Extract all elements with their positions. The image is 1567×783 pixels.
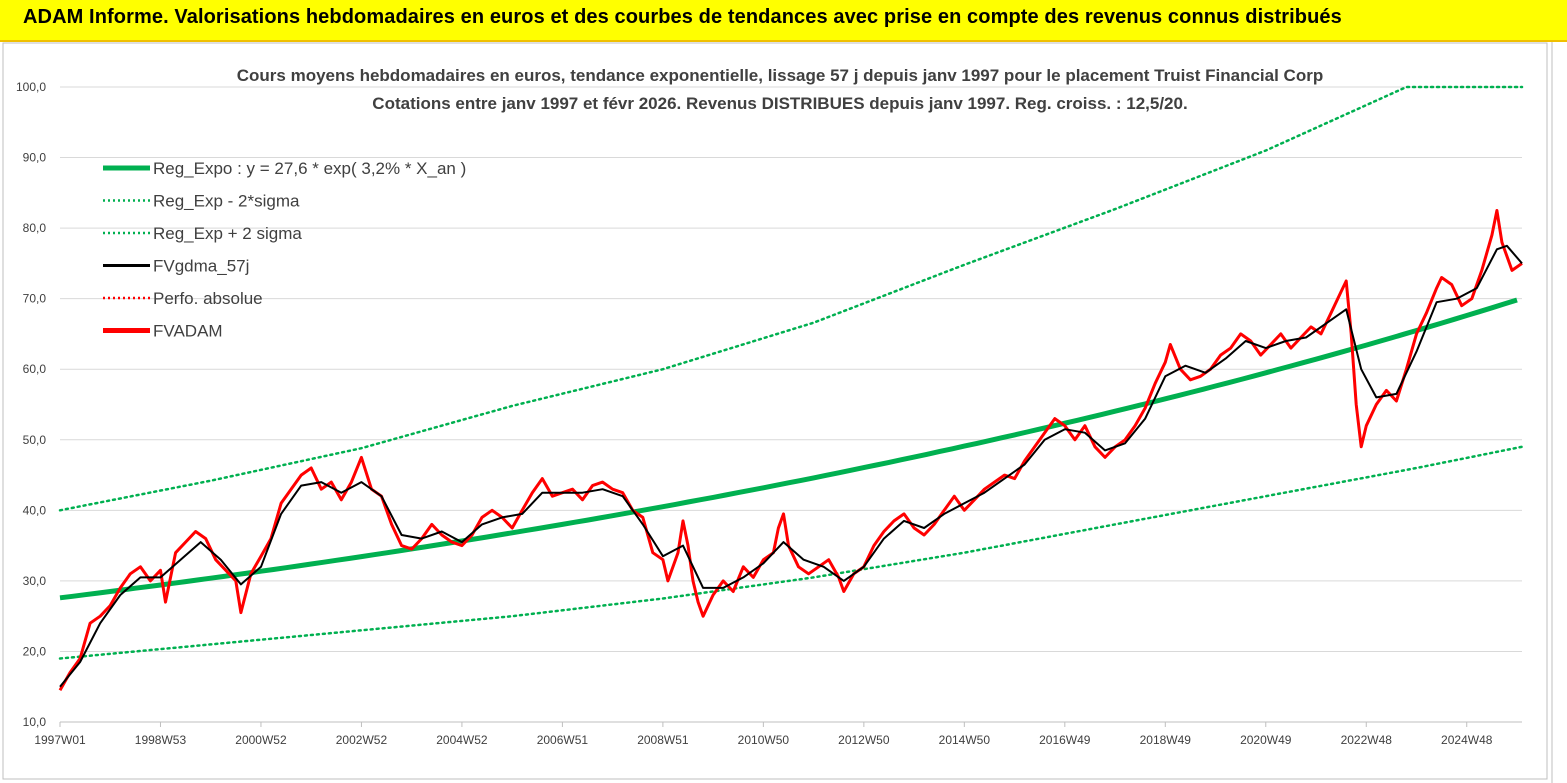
y-tick-label: 40,0 xyxy=(23,503,47,517)
y-tick-label: 60,0 xyxy=(23,362,47,376)
x-tick-label: 1998W53 xyxy=(135,733,187,747)
x-tick-label: 2002W52 xyxy=(336,733,388,747)
trend-chart: 10,0 20,0 30,0 40,0 50,0 60,0 70,0 80,0 90,0 100,… xyxy=(0,42,1567,783)
grid-lines xyxy=(60,86,1522,723)
title-banner: ADAM Informe. Valorisations hebdomadaire… xyxy=(0,0,1567,42)
y-tick-label: 100,0 xyxy=(16,80,46,94)
y-tick-label: 30,0 xyxy=(23,574,47,588)
x-tick-label: 2010W50 xyxy=(738,733,790,747)
x-tick-label: 2022W48 xyxy=(1341,733,1393,747)
legend: Reg_Expo : y = 27,6 * exp( 3,2% * X_an )… xyxy=(103,159,466,341)
y-tick-label: 80,0 xyxy=(23,221,47,235)
banner-title: ADAM Informe. Valorisations hebdomadaire… xyxy=(23,6,1342,28)
x-tick-label: 1997W01 xyxy=(34,733,86,747)
regression-line xyxy=(59,297,1518,601)
x-tick-label: 2014W50 xyxy=(939,733,991,747)
lower-band-line xyxy=(58,445,1524,660)
legend-label: Reg_Exp + 2 sigma xyxy=(153,224,302,243)
y-axis-ticks: 10,0 20,0 30,0 40,0 50,0 60,0 70,0 80,0 90,0 100,… xyxy=(16,80,46,729)
y-tick-label: 90,0 xyxy=(23,151,47,165)
legend-label: Reg_Expo : y = 27,6 * exp( 3,2% * X_an ) xyxy=(153,159,466,178)
legend-label: Reg_Exp - 2*sigma xyxy=(153,192,300,211)
chart-border xyxy=(2,42,1548,780)
fvgdma-line xyxy=(59,244,1523,688)
x-tick-label: 2004W52 xyxy=(436,733,488,747)
x-tick-label: 2018W49 xyxy=(1140,733,1192,747)
legend-label: FVgdma_57j xyxy=(153,257,249,276)
series-layer xyxy=(58,85,1524,692)
legend-label: Perfo. absolue xyxy=(153,289,263,308)
x-tick-label: 2020W49 xyxy=(1240,733,1292,747)
y-tick-label: 50,0 xyxy=(23,433,47,447)
x-axis-ticks: 1997W01 1998W53 2000W52 2002W52 2004W52 2006W… xyxy=(34,722,1493,747)
x-tick-label: 2006W51 xyxy=(537,733,589,747)
x-tick-label: 2016W49 xyxy=(1039,733,1091,747)
y-tick-label: 10,0 xyxy=(23,715,47,729)
upper-band-line xyxy=(58,85,1524,512)
x-tick-label: 2008W51 xyxy=(637,733,689,747)
chart-title-line2: Cotations entre janv 1997 et févr 2026. … xyxy=(372,94,1187,113)
legend-label: FVADAM xyxy=(153,322,223,341)
chart-canvas: 10,0 20,0 30,0 40,0 50,0 60,0 70,0 80,0 90,0 100,… xyxy=(2,42,1553,783)
y-tick-label: 70,0 xyxy=(23,292,47,306)
chart-title-line1: Cours moyens hebdomadaires en euros, ten… xyxy=(237,66,1323,85)
x-tick-label: 2012W50 xyxy=(838,733,890,747)
x-tick-label: 2000W52 xyxy=(235,733,287,747)
x-tick-label: 2024W48 xyxy=(1441,733,1493,747)
y-tick-label: 20,0 xyxy=(23,644,47,658)
